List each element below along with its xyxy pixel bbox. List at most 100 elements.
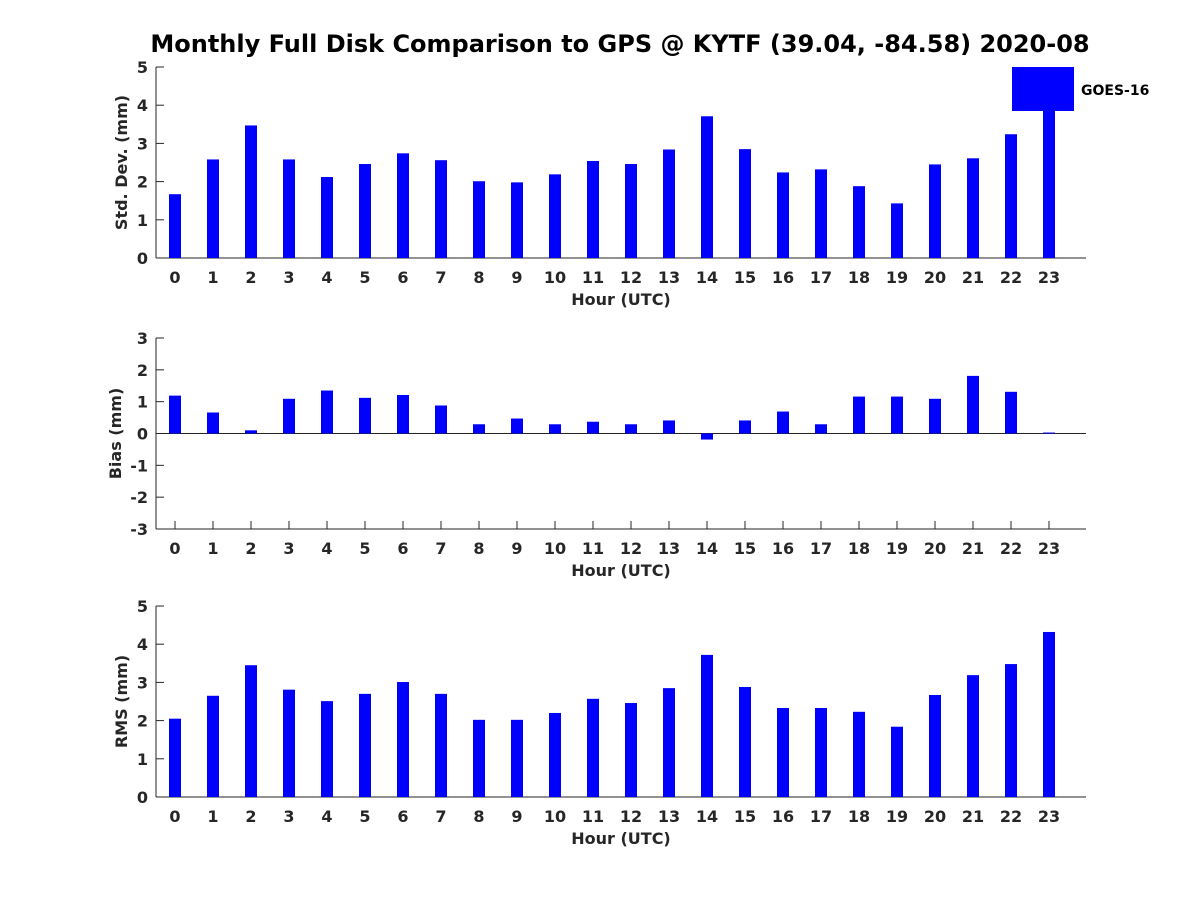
x-tick-label: 6: [397, 268, 408, 287]
y-tick-label: 0: [137, 788, 148, 807]
legend-label: GOES-16: [1081, 83, 1149, 99]
x-tick-label: 18: [848, 807, 870, 826]
x-tick-label: 4: [321, 807, 332, 826]
x-tick-label: 13: [658, 268, 680, 287]
x-tick-label: 15: [734, 539, 756, 558]
x-tick-label: 7: [435, 268, 446, 287]
x-tick-label: 8: [473, 268, 484, 287]
bar: [207, 695, 219, 797]
x-axis-label: Hour (UTC): [571, 561, 671, 580]
x-tick-label: 21: [962, 807, 984, 826]
bar: [207, 412, 219, 434]
bar: [1043, 432, 1055, 434]
bar: [207, 159, 219, 258]
x-tick-label: 21: [962, 539, 984, 558]
x-tick-label: 17: [810, 268, 832, 287]
bar: [435, 693, 447, 797]
x-tick-label: 14: [696, 268, 718, 287]
bar: [397, 682, 409, 797]
bar: [473, 719, 485, 797]
x-tick-label: 15: [734, 268, 756, 287]
x-tick-label: 3: [283, 539, 294, 558]
x-tick-label: 3: [283, 268, 294, 287]
bar: [625, 164, 637, 258]
y-tick-label: -2: [130, 488, 148, 507]
y-tick-label: 3: [137, 134, 148, 153]
x-tick-label: 13: [658, 807, 680, 826]
bar: [169, 194, 181, 258]
bar: [359, 693, 371, 797]
x-tick-label: 4: [321, 539, 332, 558]
bar: [245, 665, 257, 797]
y-tick-label: 1: [137, 750, 148, 769]
y-tick-label: 1: [137, 393, 148, 412]
x-tick-label: 0: [169, 539, 180, 558]
bar: [777, 707, 789, 797]
bar: [853, 396, 865, 434]
bar: [625, 703, 637, 797]
bar: [359, 397, 371, 434]
bar: [283, 159, 295, 258]
x-tick-label: 12: [620, 268, 642, 287]
bar: [891, 203, 903, 258]
bar: [359, 164, 371, 258]
bar: [853, 711, 865, 797]
x-tick-label: 7: [435, 807, 446, 826]
bar: [739, 686, 751, 797]
bar: [967, 675, 979, 797]
bar: [815, 707, 827, 797]
bar: [777, 172, 789, 258]
x-tick-label: 8: [473, 807, 484, 826]
x-tick-label: 19: [886, 268, 908, 287]
y-tick-label: -3: [130, 520, 148, 539]
x-tick-label: 4: [321, 268, 332, 287]
bar: [245, 125, 257, 258]
x-tick-label: 23: [1038, 539, 1060, 558]
bar: [739, 149, 751, 258]
bar: [435, 405, 447, 434]
bar: [1043, 101, 1055, 258]
y-tick-label: 2: [137, 361, 148, 380]
bar: [473, 181, 485, 258]
chart-title: Monthly Full Disk Comparison to GPS @ KY…: [150, 30, 1090, 58]
x-tick-label: 6: [397, 807, 408, 826]
bar: [321, 701, 333, 797]
x-tick-label: 2: [245, 539, 256, 558]
y-tick-label: 0: [137, 249, 148, 268]
x-axis-label: Hour (UTC): [571, 829, 671, 848]
x-tick-label: 11: [582, 807, 604, 826]
x-tick-label: 1: [207, 539, 218, 558]
bar: [1005, 134, 1017, 258]
x-tick-label: 14: [696, 807, 718, 826]
x-tick-label: 1: [207, 268, 218, 287]
x-tick-label: 21: [962, 268, 984, 287]
bar: [929, 164, 941, 258]
x-tick-label: 15: [734, 807, 756, 826]
bar: [853, 186, 865, 258]
bar: [321, 177, 333, 258]
x-tick-label: 18: [848, 539, 870, 558]
x-tick-label: 16: [772, 268, 794, 287]
x-tick-label: 23: [1038, 268, 1060, 287]
bar: [1005, 391, 1017, 434]
x-tick-label: 11: [582, 268, 604, 287]
bar: [663, 688, 675, 797]
bar: [169, 395, 181, 434]
bar: [169, 718, 181, 797]
bar: [701, 116, 713, 258]
y-tick-label: 4: [137, 635, 148, 654]
bar: [511, 182, 523, 258]
x-tick-label: 5: [359, 268, 370, 287]
bar: [473, 424, 485, 434]
x-tick-label: 12: [620, 807, 642, 826]
bar: [1043, 631, 1055, 797]
bar: [967, 158, 979, 258]
bar: [549, 712, 561, 797]
bar: [397, 153, 409, 258]
y-axis-label: Std. Dev. (mm): [112, 95, 131, 230]
x-tick-label: 19: [886, 539, 908, 558]
bar: [625, 424, 637, 434]
bar: [663, 149, 675, 258]
x-tick-label: 17: [810, 807, 832, 826]
